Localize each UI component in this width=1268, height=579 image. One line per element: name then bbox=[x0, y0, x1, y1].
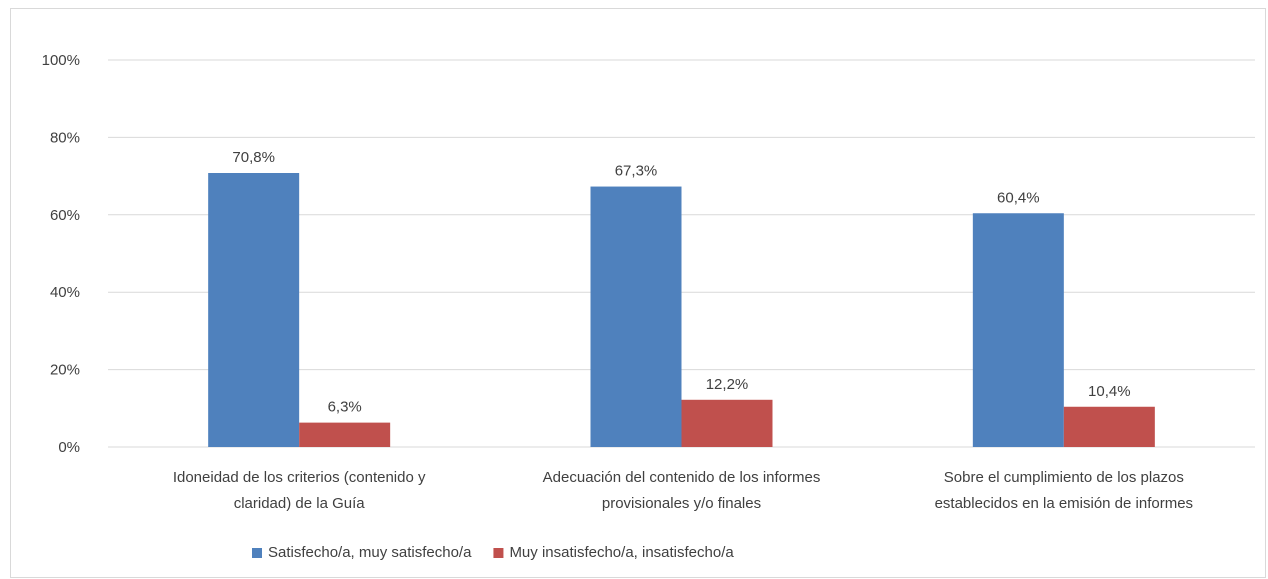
y-tick-label: 80% bbox=[50, 129, 80, 146]
category-label: Adecuación del contenido de los informes bbox=[543, 469, 821, 486]
legend-swatch bbox=[493, 548, 504, 558]
category-label: Sobre el cumplimiento de los plazos bbox=[944, 469, 1184, 486]
bar-insatisfecho-3 bbox=[1063, 406, 1155, 447]
category-label: provisionales y/o finales bbox=[602, 495, 761, 512]
category-label: establecidos en la emisión de informes bbox=[935, 495, 1193, 512]
legend-entry: Satisfecho/a, muy satisfecho/a bbox=[268, 544, 472, 561]
y-tick-label: 100% bbox=[42, 52, 80, 69]
x-axis-categories: Idoneidad de los criterios (contenido y c… bbox=[173, 469, 1193, 512]
legend-entry: Muy insatisfecho/a, insatisfecho/a bbox=[509, 544, 734, 561]
data-label: 6,3% bbox=[328, 399, 362, 416]
bar-satisfecho-3 bbox=[972, 213, 1064, 447]
legend: Satisfecho/a, muy satisfecho/a Muy insati… bbox=[252, 544, 734, 561]
y-tick-label: 0% bbox=[58, 439, 80, 456]
bars bbox=[208, 173, 1155, 447]
y-tick-label: 60% bbox=[50, 207, 80, 224]
legend-swatch bbox=[252, 548, 262, 558]
y-tick-label: 40% bbox=[50, 284, 80, 301]
data-label: 70,8% bbox=[232, 149, 275, 166]
bar-satisfecho-1 bbox=[208, 173, 300, 447]
data-label: 10,4% bbox=[1088, 383, 1131, 400]
data-labels: 70,8% 6,3% 67,3% 12,2% 60,4% 10,4% bbox=[232, 149, 1130, 416]
bar-insatisfecho-2 bbox=[681, 399, 773, 447]
category-label: Idoneidad de los criterios (contenido y bbox=[173, 469, 426, 486]
bar-insatisfecho-1 bbox=[299, 422, 391, 447]
y-axis-ticks: 0% 20% 40% 60% 80% 100% bbox=[42, 52, 80, 456]
data-label: 60,4% bbox=[997, 189, 1040, 206]
data-label: 67,3% bbox=[615, 163, 658, 180]
y-tick-label: 20% bbox=[50, 362, 80, 379]
data-label: 12,2% bbox=[706, 376, 749, 393]
bar-satisfecho-2 bbox=[590, 186, 682, 447]
category-label: claridad) de la Guía bbox=[234, 495, 366, 512]
